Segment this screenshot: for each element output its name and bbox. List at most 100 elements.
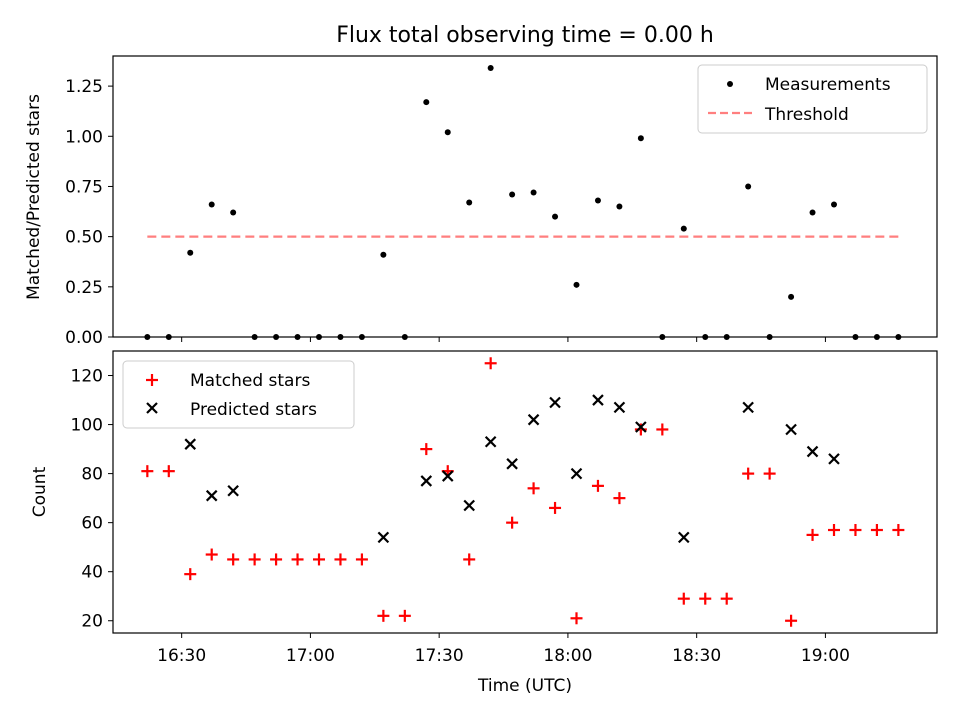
legend-measurements-label: Measurements [765, 75, 891, 95]
measurement-point [594, 197, 601, 204]
matched-stars-point [656, 423, 669, 436]
matched-stars-point [248, 553, 261, 566]
bottom-y-tick-label: 120 [71, 367, 103, 387]
matched-stars-point [806, 528, 819, 541]
predicted-stars-point [506, 458, 518, 470]
predicted-stars-point [527, 413, 540, 426]
measurement-point [230, 209, 237, 216]
top-title: Flux total observing time = 0.00 h [336, 23, 714, 48]
measurement-point [873, 334, 880, 340]
top-y-tick-label: 1.00 [65, 127, 103, 147]
bottom-x-tick-label: 18:00 [543, 646, 592, 666]
predicted-stars-point [484, 435, 497, 448]
top-y-tick-label: 0.50 [65, 228, 103, 248]
measurement-point [294, 334, 301, 340]
measurement-point [573, 281, 580, 288]
matched-stars-point [162, 465, 175, 478]
bottom-y-tick-label: 100 [71, 416, 103, 436]
legend-matched-marker [146, 374, 158, 386]
measurement-point [659, 334, 666, 340]
top-y-tick-label: 0.00 [65, 328, 103, 348]
measurement-point [444, 129, 451, 136]
measurement-point [702, 334, 709, 340]
bottom-x-tick-label: 19:00 [801, 646, 850, 666]
matched-stars-point [763, 467, 776, 480]
measurement-point [423, 99, 430, 106]
matched-stars-point [720, 592, 733, 605]
predicted-stars-point [592, 394, 604, 406]
predicted-stars-point [549, 396, 561, 409]
predicted-stars-point [635, 421, 647, 433]
predicted-stars-point [184, 438, 197, 450]
measurement-point [208, 201, 215, 208]
measurement-point [680, 225, 687, 232]
legend-predicted-marker [146, 402, 158, 414]
matched-stars-point [270, 553, 283, 566]
bottom-x-tick-label: 16:30 [157, 646, 206, 666]
measurement-point [251, 334, 258, 340]
predicted-stars-point [377, 531, 390, 544]
matched-stars-point [591, 479, 604, 492]
matched-stars-point [570, 612, 583, 625]
measurement-point [788, 293, 795, 300]
bottom-legend: Matched stars Predicted stars [122, 360, 355, 429]
top-y-tick-label: 1.25 [65, 77, 103, 97]
matched-stars-point [484, 357, 497, 370]
bottom-plot-frame [112, 350, 938, 634]
bottom-y-tick-label: 80 [81, 465, 103, 485]
measurement-point [337, 334, 344, 340]
top-legend: Measurements Threshold [697, 64, 928, 134]
measurement-point [852, 334, 859, 340]
matched-stars-point [184, 568, 197, 581]
bottom-y-tick-label: 40 [81, 563, 103, 583]
bottom-x-axis-label: Time (UTC) [477, 676, 572, 696]
measurement-point [466, 199, 473, 206]
top-y-tick-label: 0.75 [65, 177, 103, 197]
matched-stars-point [549, 501, 562, 514]
bottom-y-tick-label: 20 [81, 612, 103, 632]
measurement-point [616, 203, 623, 210]
legend-measurements-marker [727, 81, 733, 87]
matched-stars-point [892, 524, 905, 537]
matched-stars-point [377, 609, 390, 622]
legend-threshold-label: Threshold [764, 105, 849, 125]
measurement-point [165, 334, 172, 340]
measurement-point [316, 334, 322, 340]
top-y-tick-label: 0.25 [65, 278, 103, 298]
measurement-point [273, 334, 280, 340]
predicted-stars-point [742, 401, 754, 414]
measurement-point [380, 251, 387, 258]
matched-stars-point [527, 482, 540, 495]
measurement-point [831, 201, 837, 208]
matched-stars-point [742, 467, 755, 480]
matched-stars-point [355, 553, 368, 566]
predicted-stars-point [205, 489, 218, 502]
matched-stars-point [870, 524, 883, 537]
measurement-point [766, 334, 773, 340]
matched-stars-point [849, 524, 862, 537]
measurement-point [487, 65, 494, 72]
predicted-stars-point [806, 445, 819, 458]
measurement-point [509, 191, 516, 198]
matched-stars-point [506, 516, 519, 529]
measurement-point [745, 183, 752, 190]
matched-stars-point [398, 609, 411, 622]
matched-stars-point [785, 614, 798, 627]
predicted-stars-point [785, 423, 797, 436]
matched-stars-point [613, 492, 626, 505]
bottom-x-tick-label: 17:00 [286, 646, 335, 666]
legend-predicted-label: Predicted stars [190, 400, 317, 420]
top-plot-frame [112, 55, 938, 338]
measurement-point [187, 249, 194, 256]
predicted-stars-point [828, 453, 840, 465]
bottom-x-tick-label: 17:30 [415, 646, 464, 666]
measurement-point [723, 334, 730, 340]
bottom-y-axis-label: Count [30, 466, 50, 517]
predicted-stars-point [570, 467, 583, 480]
bottom-y-tick-label: 60 [81, 514, 103, 534]
bottom-x-tick-label: 18:30 [672, 646, 721, 666]
matched-stars-point [420, 443, 433, 456]
measurement-point [358, 334, 365, 340]
matched-stars-point [141, 465, 154, 478]
